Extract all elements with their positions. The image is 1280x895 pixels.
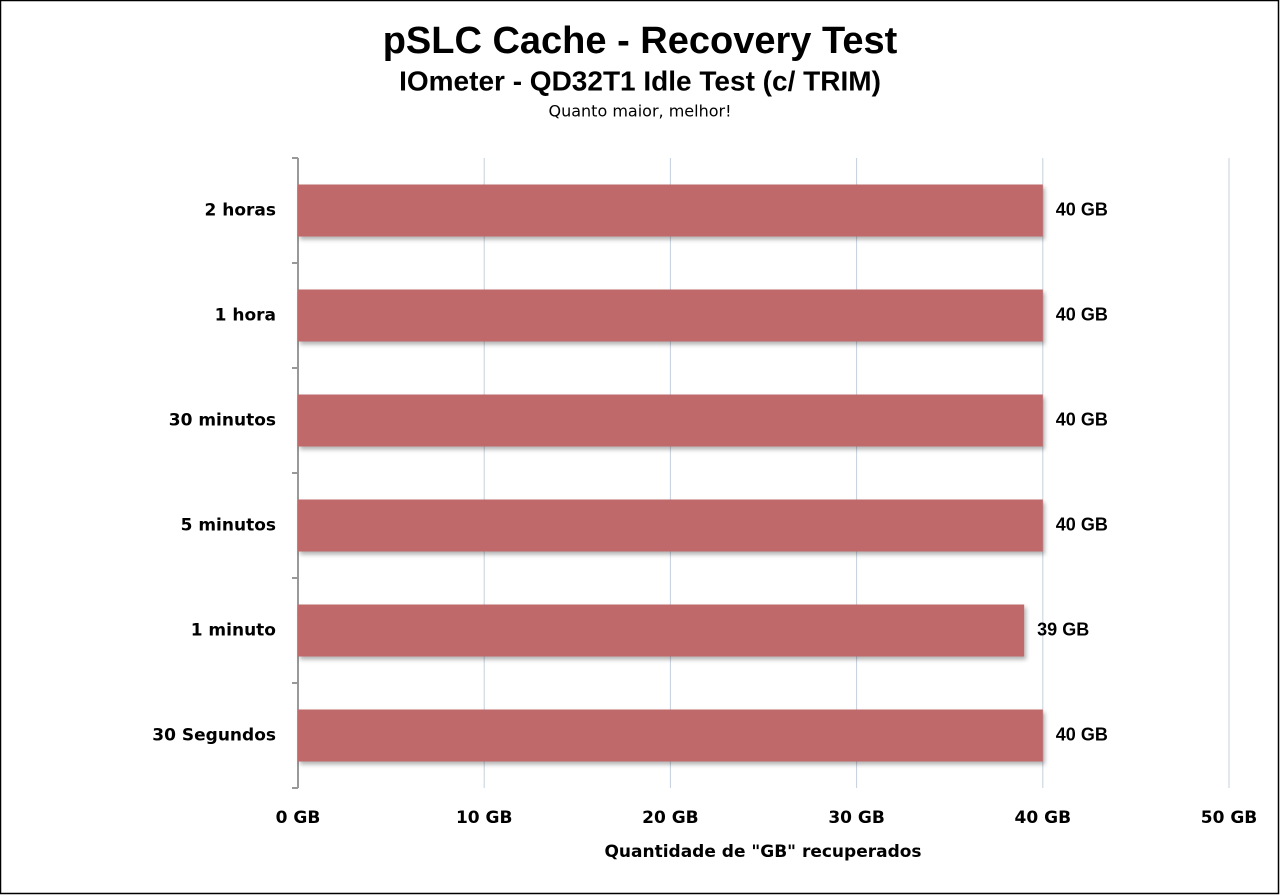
bar [298, 289, 1043, 342]
chart-subtitle: IOmeter - QD32T1 Idle Test (c/ TRIM) [399, 65, 881, 96]
bar [298, 184, 1043, 237]
value-label: 40 GB [1056, 724, 1108, 744]
plot-area: 2 horas 40 GB 1 hora 40 GB 30 minutos 40 GB 5 … [152, 184, 1108, 762]
bar [298, 709, 1043, 762]
grid: 0 GB 10 GB 20 GB 30 GB 40 GB 50 GB [276, 157, 1258, 828]
chart-title: pSLC Cache - Recovery Test [383, 20, 898, 62]
x-axis-label: Quantidade de "GB" recuperados [604, 842, 921, 862]
x-tick-label: 40 GB [1015, 808, 1072, 828]
x-tick-label: 30 GB [828, 808, 885, 828]
y-tick-label: 1 minuto [191, 621, 276, 641]
value-label: 40 GB [1056, 304, 1108, 324]
x-tick-label: 0 GB [276, 808, 321, 828]
x-tick-label: 10 GB [456, 808, 513, 828]
bar [298, 394, 1043, 447]
y-tick-label: 5 minutos [181, 516, 276, 536]
x-tick-label: 20 GB [642, 808, 699, 828]
bar [298, 604, 1025, 657]
bar [298, 499, 1043, 552]
chart-note: Quanto maior, melhor! [549, 102, 732, 121]
value-label: 39 GB [1037, 619, 1089, 639]
x-tick-label: 50 GB [1201, 808, 1258, 828]
y-tick-label: 30 minutos [169, 411, 276, 431]
y-tick-label: 30 Segundos [152, 726, 276, 746]
y-tick-label: 1 hora [215, 306, 276, 326]
y-tick-label: 2 horas [204, 201, 276, 221]
value-label: 40 GB [1056, 514, 1108, 534]
value-label: 40 GB [1056, 199, 1108, 219]
value-label: 40 GB [1056, 409, 1108, 429]
